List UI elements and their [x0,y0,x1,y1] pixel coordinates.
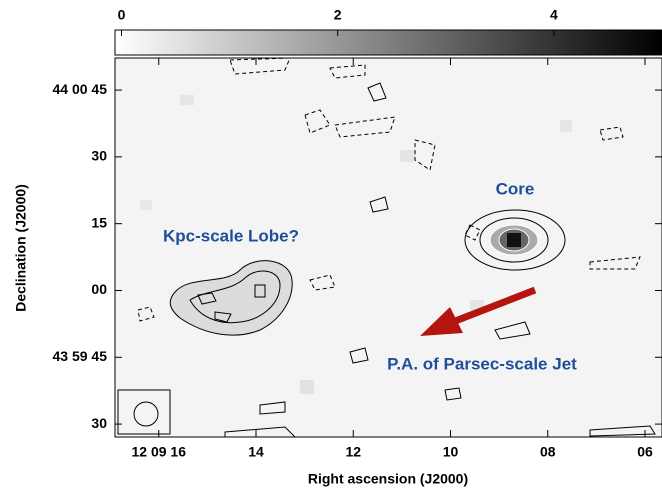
y-tick-label: 44 00 45 [53,81,108,97]
x-axis-label: Right ascension (J2000) [308,471,468,487]
annotation: Kpc-scale Lobe? [163,226,299,245]
contour-map [137,58,656,437]
y-tick-label: 00 [91,281,107,297]
x-tick-label: 12 09 16 [132,444,187,460]
x-tick-label: 14 [248,444,264,460]
beam-box [117,389,171,435]
beam [133,401,159,427]
x-tick-label: 12 [345,444,361,460]
colorbar [114,29,662,56]
x-tick-label: 08 [540,444,556,460]
colorbar-tick-label: 0 [118,7,126,23]
y-axis-label: Declination (J2000) [13,184,29,312]
y-tick-label: 43 59 45 [53,348,108,364]
jet-arrow [443,286,537,329]
image-background [115,58,662,437]
x-tick-label: 06 [637,444,653,460]
colorbar-tick-label: 2 [334,7,342,23]
plot-frame [114,57,662,438]
annotation: Core [496,179,535,198]
annotation: P.A. of Parsec-scale Jet [387,354,577,373]
y-tick-label: 30 [91,415,107,431]
y-tick-label: 30 [91,148,107,164]
x-tick-label: 10 [443,444,459,460]
y-tick-label: 15 [91,214,107,230]
jet-arrowhead [420,307,463,336]
colorbar-tick-label: 4 [550,7,558,23]
